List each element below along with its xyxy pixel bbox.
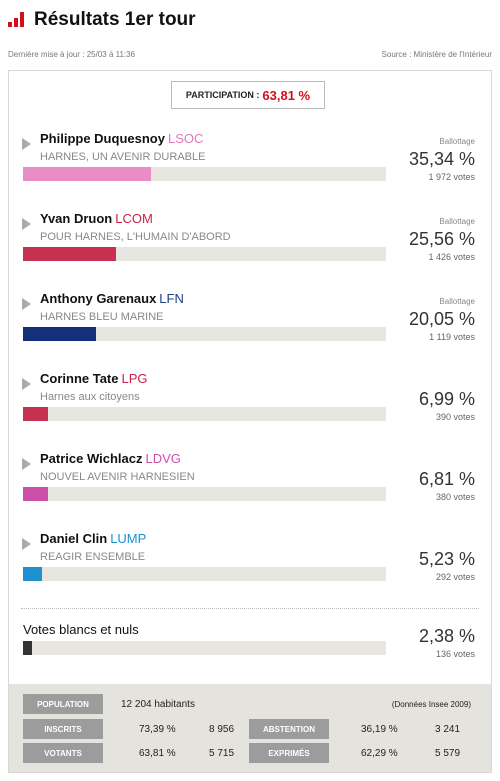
candidate-percent: 5,23 %	[418, 549, 475, 569]
expand-arrow-icon[interactable]	[22, 218, 31, 230]
candidate-name-text: Philippe Duquesnoy	[40, 131, 165, 146]
candidate-bar-track	[23, 327, 386, 341]
exprimes-count: 5 579	[435, 747, 461, 759]
blank-votes-bar-track	[23, 641, 386, 655]
candidate-party: LPG	[121, 371, 148, 386]
bar-chart-icon	[8, 11, 28, 29]
participation-box: PARTICIPATION : 63,81 %	[171, 81, 325, 109]
results-panel: PARTICIPATION : 63,81 % Philippe Duquesn…	[8, 70, 492, 773]
expand-arrow-icon[interactable]	[22, 378, 31, 390]
candidate-list-name: HARNES BLEU MARINE	[40, 311, 164, 323]
candidate-name: Patrice Wichlacz LDVG	[40, 451, 181, 466]
abstention-count: 3 241	[435, 723, 461, 735]
inscrits-percent: 73,39 %	[139, 723, 176, 735]
candidate-name: Anthony Garenaux LFN	[40, 291, 184, 306]
expand-arrow-icon[interactable]	[22, 298, 31, 310]
exprimes-label: EXPRIMÉS	[249, 743, 329, 763]
votants-count: 5 715	[209, 747, 235, 759]
blank-votes-percent: 2,38 %	[418, 626, 475, 646]
candidate-percent: 6,99 %	[418, 389, 475, 409]
population-note: (Données Insee 2009)	[391, 699, 471, 709]
candidate-votes: 1 426 votes	[428, 252, 475, 262]
candidate-name-text: Anthony Garenaux	[40, 291, 157, 306]
blank-votes-row: Votes blancs et nuls 2,38 % 136 votes	[9, 622, 493, 692]
candidate-row[interactable]: Anthony Garenaux LFN HARNES BLEU MARINE Bal…	[9, 291, 493, 361]
stats-table: POPULATION 12 204 habitants (Données Ins…	[9, 684, 491, 772]
candidate-percent: 35,34 %	[408, 149, 475, 169]
inscrits-label: INSCRITS	[23, 719, 103, 739]
candidate-party: LFN	[159, 291, 184, 306]
expand-arrow-icon[interactable]	[22, 138, 31, 150]
candidate-list-name: Harnes aux citoyens	[40, 391, 140, 403]
results-header: Résultats 1er tour	[8, 8, 196, 32]
abstention-percent: 36,19 %	[361, 723, 398, 735]
candidate-percent: 6,81 %	[418, 469, 475, 489]
population-value: 12 204 habitants	[121, 698, 195, 710]
candidate-name: Philippe Duquesnoy LSOC	[40, 131, 203, 146]
candidate-votes: 390 votes	[435, 412, 475, 422]
candidate-name-text: Corinne Tate	[40, 371, 119, 386]
candidate-party: LSOC	[167, 131, 204, 146]
candidate-bar-track	[23, 407, 386, 421]
meta-row: Dernière mise à jour : 25/03 à 11:36 Sou…	[8, 50, 492, 59]
candidate-votes: 1 972 votes	[428, 172, 475, 182]
candidate-list-name: REAGIR ENSEMBLE	[40, 551, 146, 563]
divider	[21, 608, 479, 609]
candidate-bar	[23, 567, 42, 581]
candidate-bar	[23, 487, 48, 501]
candidate-name: Daniel Clin LUMP	[40, 531, 146, 546]
candidate-name: Yvan Druon LCOM	[40, 211, 153, 226]
candidate-status: Ballottage	[439, 137, 475, 146]
population-label: POPULATION	[23, 694, 103, 714]
candidate-row[interactable]: Yvan Druon LCOM POUR HARNES, L'HUMAIN D'AB…	[9, 211, 493, 281]
candidate-row[interactable]: Daniel Clin LUMP REAGIR ENSEMBLE 5,23 % 292 …	[9, 531, 493, 601]
source-note: Source : Ministère de l'Intérieur	[381, 50, 492, 59]
votants-label: VOTANTS	[23, 743, 103, 763]
candidate-row[interactable]: Patrice Wichlacz LDVG NOUVEL AVENIR HARNES…	[9, 451, 493, 521]
candidate-status: Ballottage	[439, 217, 475, 226]
page-title: Résultats 1er tour	[34, 9, 196, 30]
candidate-bar-track	[23, 567, 386, 581]
candidate-row[interactable]: Philippe Duquesnoy LSOC HARNES, UN AVENIR …	[9, 131, 493, 201]
candidate-name-text: Yvan Druon	[40, 211, 113, 226]
exprimes-percent: 62,29 %	[361, 747, 398, 759]
candidate-name-text: Patrice Wichlacz	[40, 451, 143, 466]
candidate-bar-track	[23, 247, 386, 261]
candidate-percent: 25,56 %	[408, 229, 475, 249]
candidate-bar-track	[23, 487, 386, 501]
candidate-list-name: HARNES, UN AVENIR DURABLE	[40, 151, 206, 163]
candidate-party: LDVG	[145, 451, 181, 466]
candidate-bar	[23, 167, 151, 181]
candidate-bar	[23, 247, 116, 261]
blank-votes-label: Votes blancs et nuls	[23, 622, 139, 637]
candidate-votes: 1 119 votes	[429, 332, 475, 342]
candidate-party: LUMP	[110, 531, 147, 546]
expand-arrow-icon[interactable]	[22, 538, 31, 550]
votants-percent: 63,81 %	[139, 747, 176, 759]
candidate-bar-track	[23, 167, 386, 181]
candidate-list-name: NOUVEL AVENIR HARNESIEN	[40, 471, 195, 483]
inscrits-count: 8 956	[209, 723, 235, 735]
candidate-votes: 292 votes	[435, 572, 475, 582]
candidate-name: Corinne Tate LPG	[40, 371, 148, 386]
candidate-percent: 20,05 %	[408, 309, 475, 329]
abstention-label: ABSTENTION	[249, 719, 329, 739]
candidate-votes: 380 votes	[435, 492, 475, 502]
candidate-status: Ballottage	[439, 297, 475, 306]
candidate-bar	[23, 327, 96, 341]
candidate-list-name: POUR HARNES, L'HUMAIN D'ABORD	[40, 231, 231, 243]
blank-votes-count: 136 votes	[435, 649, 475, 659]
participation-label: PARTICIPATION :	[185, 90, 260, 100]
expand-arrow-icon[interactable]	[22, 458, 31, 470]
candidate-bar	[23, 407, 48, 421]
candidate-party: LCOM	[115, 211, 153, 226]
candidate-name-text: Daniel Clin	[40, 531, 108, 546]
candidate-row[interactable]: Corinne Tate LPG Harnes aux citoyens 6,99 %…	[9, 371, 493, 441]
participation-value: 63,81 %	[262, 87, 311, 103]
last-update: Dernière mise à jour : 25/03 à 11:36	[8, 50, 136, 59]
blank-votes-bar	[23, 641, 32, 655]
